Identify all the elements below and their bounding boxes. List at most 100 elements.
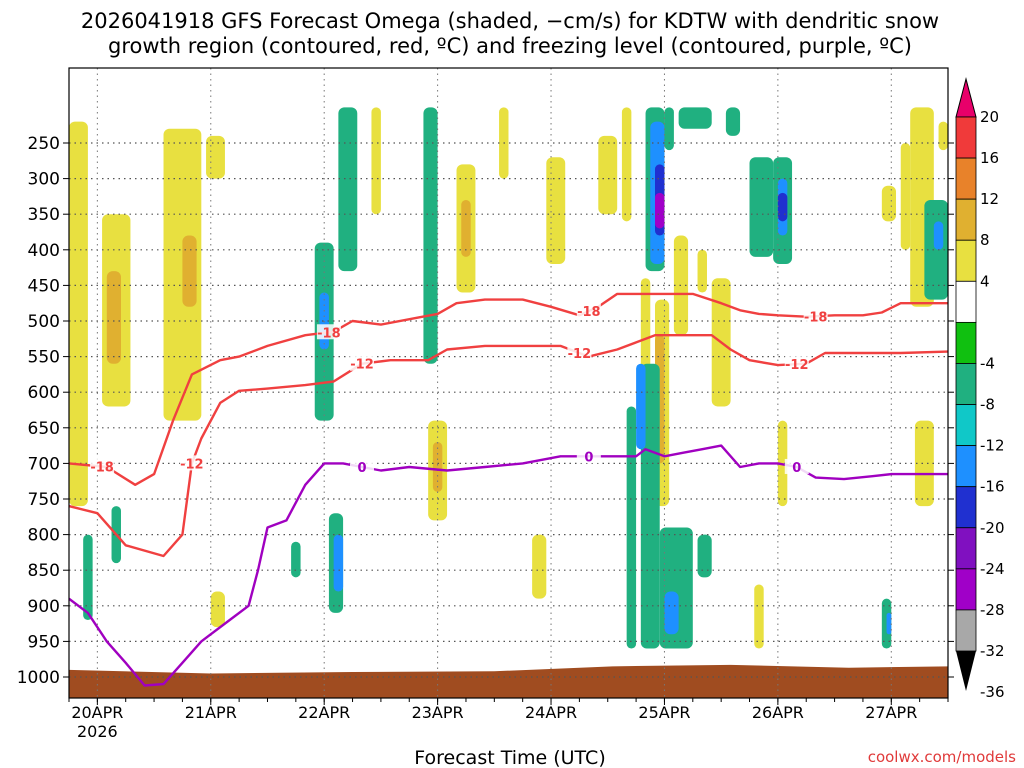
omega-cell <box>749 157 774 257</box>
omega-cell <box>754 584 764 649</box>
terrain-fill <box>69 664 948 698</box>
colorbar-bottom-arrow <box>956 651 976 691</box>
colorbar-swatch <box>955 568 977 611</box>
contour-label-bg <box>803 308 828 324</box>
y-tick-label: 400 <box>28 241 60 261</box>
omega-cell <box>461 199 471 257</box>
omega-cell <box>777 192 788 222</box>
contour-label-bg <box>90 458 115 474</box>
contour-label: 0 <box>357 461 366 476</box>
omega-cell <box>678 107 712 129</box>
chart-title-line1: 2026041918 GFS Forecast Omega (shaded, −… <box>81 9 939 33</box>
y-tick-label: 250 <box>28 134 60 154</box>
contour-label: -18 <box>577 305 601 320</box>
omega-cell <box>338 107 358 272</box>
colorbar-label: -28 <box>980 601 1005 619</box>
x-tick-label: 21APR <box>185 703 237 722</box>
x-tick-label: 26APR <box>752 703 804 722</box>
colorbar-label: -32 <box>980 642 1005 660</box>
omega-cell <box>333 534 344 592</box>
colorbar-swatch <box>955 239 977 282</box>
colorbar-label: 8 <box>980 231 990 249</box>
omega-cell <box>697 534 712 578</box>
y-tick-label: 750 <box>28 490 60 510</box>
y-tick-label: 700 <box>28 454 60 474</box>
contour-label: -18 <box>804 310 828 325</box>
contour-label: -12 <box>785 358 809 373</box>
omega-cell <box>69 121 88 507</box>
omega-cell <box>881 185 897 222</box>
contour-label-bg <box>576 303 601 319</box>
colorbar-label: -8 <box>980 396 995 414</box>
omega-cell <box>636 363 646 450</box>
omega-cell <box>546 157 566 265</box>
omega-cell <box>371 107 381 215</box>
omega-cell <box>914 420 934 507</box>
contour-label: -12 <box>568 347 592 362</box>
chart-title-line2: growth region (contoured, red, ºC) and f… <box>108 34 912 58</box>
omega-cell <box>423 107 438 364</box>
colorbar-swatch <box>955 363 977 405</box>
omega-cell <box>933 221 944 250</box>
watermark-text: coolwx.com/models <box>868 748 1016 766</box>
colorbar-label: 20 <box>980 108 999 126</box>
omega-cell <box>900 143 911 250</box>
colorbar-label: -24 <box>980 560 1005 578</box>
contour-label: -18 <box>317 326 341 341</box>
y-tick-label: 300 <box>28 170 60 190</box>
y-tick-label: 900 <box>28 597 60 617</box>
contour-label: -12 <box>350 358 374 373</box>
colorbar-label: 4 <box>980 272 990 290</box>
omega-cell <box>886 612 892 635</box>
y-tick-label: 550 <box>28 348 60 368</box>
contour-line <box>69 444 948 687</box>
contour-label-bg <box>576 448 601 464</box>
y-tick-label: 500 <box>28 312 60 332</box>
omega-cell <box>432 442 443 492</box>
y-tick-label: 950 <box>28 632 60 652</box>
omega-cell <box>664 107 674 151</box>
contour-label: -12 <box>180 457 204 472</box>
contour-label: 0 <box>584 450 593 465</box>
plot-frame <box>68 67 949 699</box>
omega-cell <box>210 591 225 628</box>
omega-cell <box>655 192 665 229</box>
contour-label-bg <box>784 356 809 372</box>
omega-cell <box>697 249 707 293</box>
y-tick-label: 1000 <box>17 668 60 688</box>
colorbar-swatch <box>955 527 977 570</box>
colorbar-label: -12 <box>980 437 1005 455</box>
colorbar-label: -20 <box>980 519 1005 537</box>
y-tick-label: 850 <box>28 561 60 581</box>
x-tick-year: 2026 <box>77 722 118 741</box>
y-tick-label: 800 <box>28 526 60 546</box>
omega-cell <box>621 107 632 222</box>
colorbar-swatch <box>955 445 977 488</box>
omega-cell <box>182 235 197 307</box>
y-tick-label: 650 <box>28 419 60 439</box>
colorbar-label: -16 <box>980 478 1005 496</box>
contour-label-bg <box>784 458 809 474</box>
y-tick-label: 450 <box>28 276 60 296</box>
colorbar-swatch <box>955 609 977 652</box>
colorbar-swatch <box>955 321 977 364</box>
contour-label-bg <box>316 324 341 340</box>
pressure-axis: 250 300 350 400 450 500 550 600 650 700 750 800 850 9… <box>17 134 954 688</box>
omega-cell <box>881 598 892 649</box>
temperature-contours: -18 -18 -18 -18 -12 -12 -12 -12 0 0 0 <box>69 292 948 687</box>
omega-cell <box>106 271 121 364</box>
colorbar-swatch <box>955 404 977 447</box>
colorbar-top-arrow <box>955 77 977 118</box>
x-tick-label: 22APR <box>298 703 350 722</box>
omega-cell <box>938 121 948 151</box>
x-tick-label: 23APR <box>412 703 464 722</box>
omega-cell <box>626 406 637 649</box>
colorbar: 20 16 12 8 4 -4 -8 -12 -16 -20 -24 -28 -32 -36 <box>955 77 1005 701</box>
omega-cell <box>163 128 202 421</box>
colorbar-label: -4 <box>980 354 995 372</box>
contour-label: -18 <box>90 461 114 476</box>
x-axis-label: Forecast Time (UTC) <box>414 747 605 768</box>
colorbar-swatch <box>955 198 977 241</box>
omega-cell <box>291 541 301 578</box>
